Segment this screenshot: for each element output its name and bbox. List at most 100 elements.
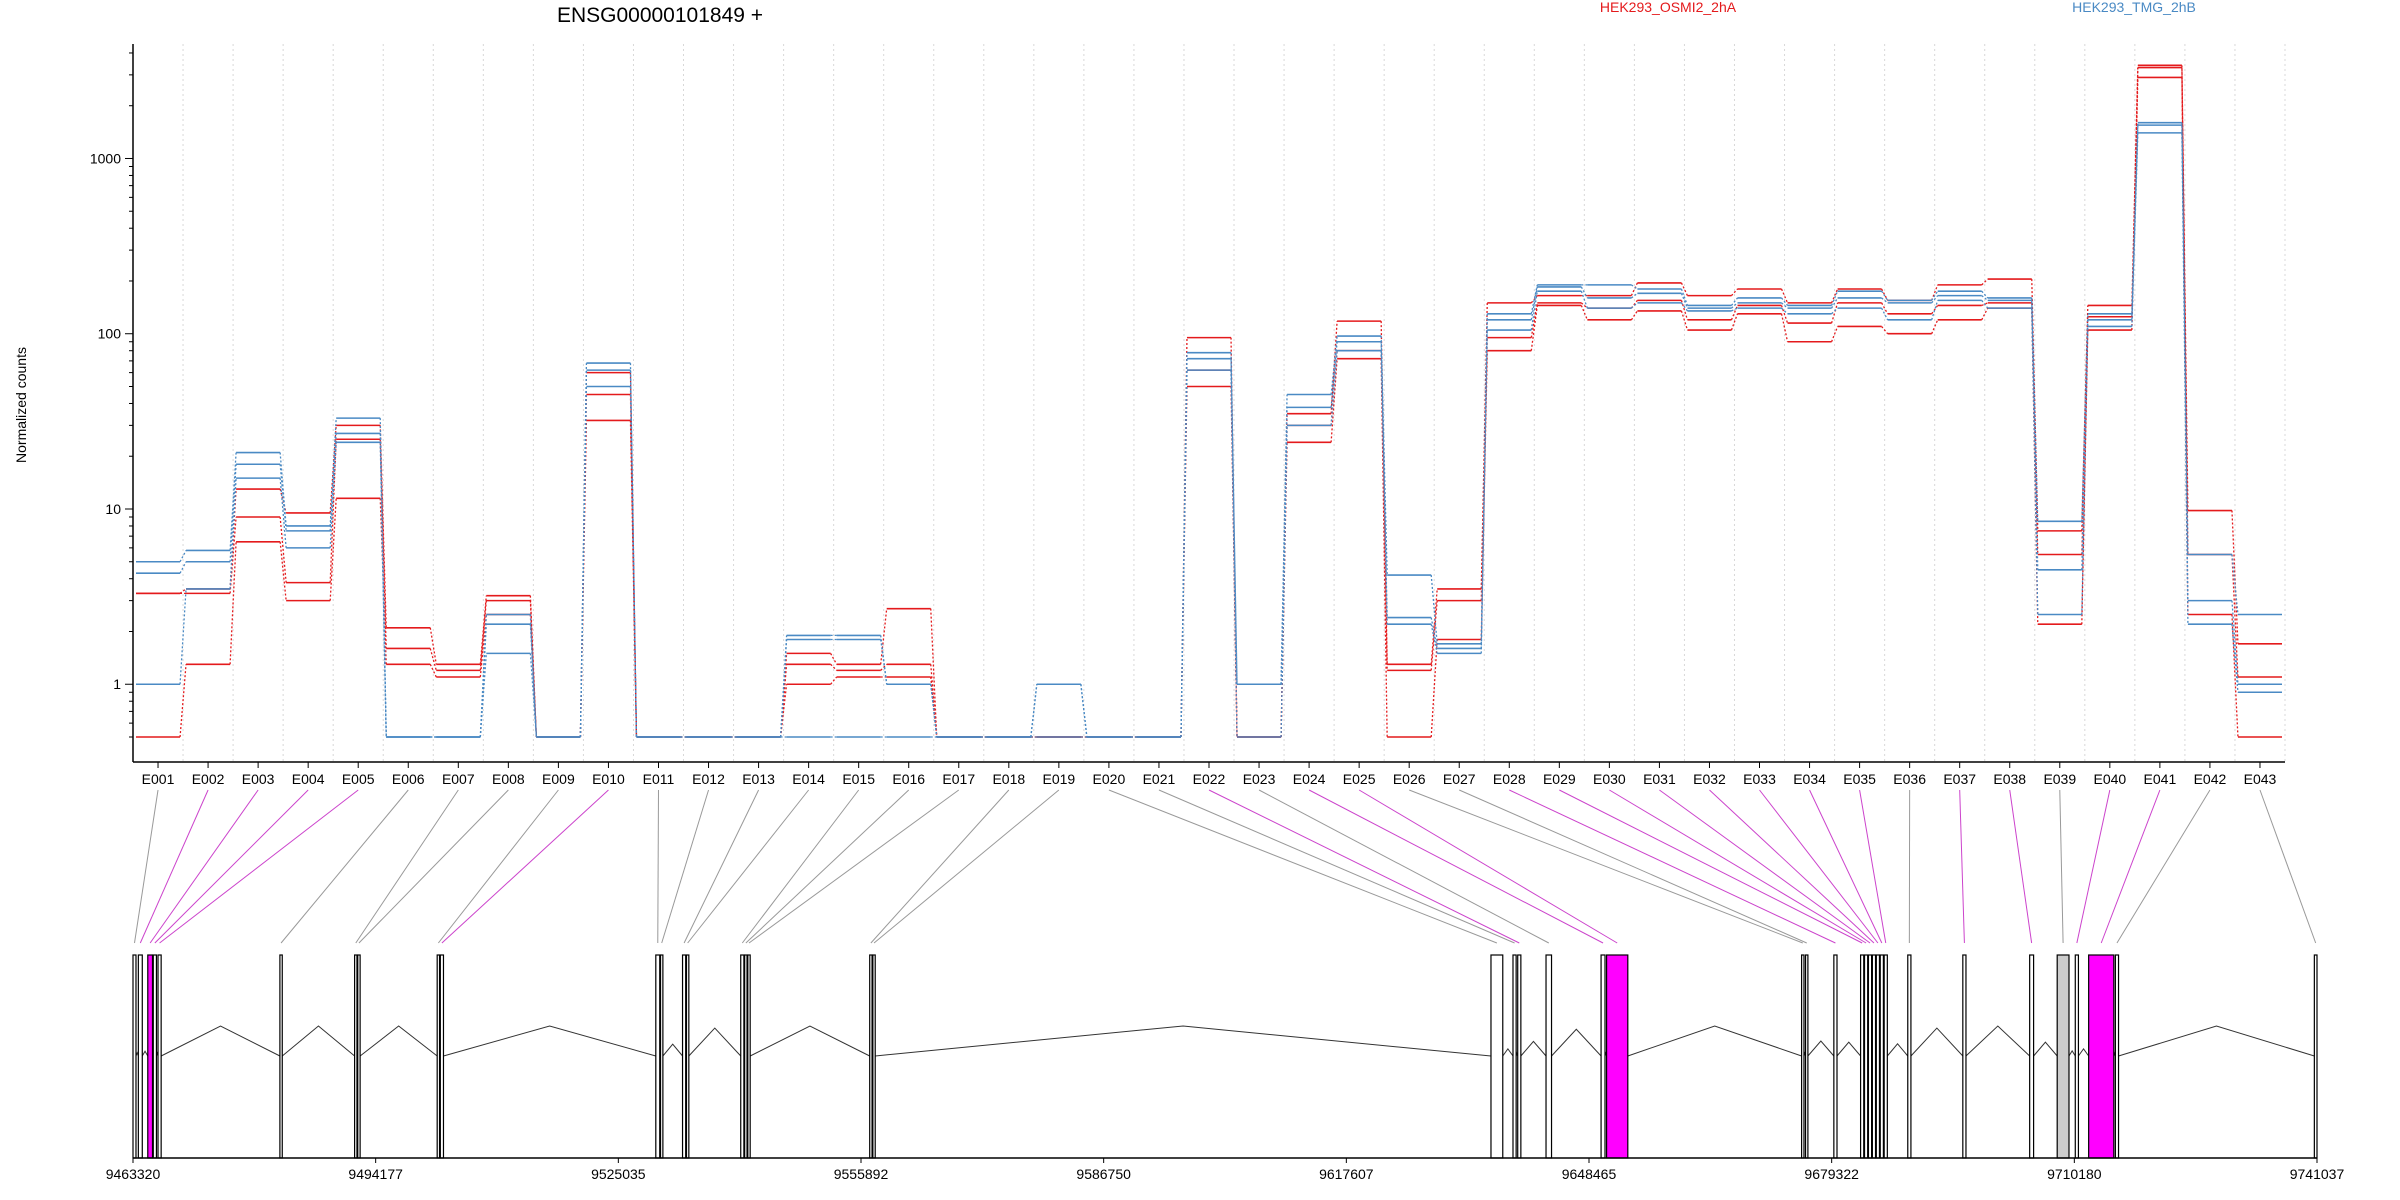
- exon-box-e020: [1490, 954, 1504, 1159]
- exon-box-e028: [1833, 954, 1838, 1159]
- series-transition: [179, 561, 187, 574]
- series-transition: [229, 541, 237, 665]
- series-transition: [1580, 290, 1588, 309]
- exon-box-e003: [147, 954, 154, 1159]
- connector-e035: [1859, 789, 1887, 944]
- series-transition: [1931, 284, 1939, 301]
- series-transition: [1730, 313, 1739, 331]
- series-transition: [930, 608, 938, 738]
- exon-box-e021: [1512, 954, 1517, 1159]
- connector-e038: [2009, 789, 2033, 944]
- series-transition: [1530, 302, 1538, 338]
- intron-line: [2033, 1041, 2058, 1057]
- intron-line: [749, 1025, 870, 1057]
- exon-grid: [132, 44, 2286, 762]
- exon-box-e043: [2313, 954, 2318, 1159]
- x-tick-label: E041: [2144, 771, 2177, 787]
- series-transition: [479, 614, 487, 738]
- series-transition: [1480, 313, 1488, 644]
- connector-e016: [745, 789, 910, 944]
- connector-e041: [2100, 789, 2161, 944]
- connector-e021: [1158, 789, 1515, 944]
- intron-line: [443, 1025, 656, 1057]
- connector-e028: [1509, 789, 1836, 944]
- coord-tick-label: 9463320: [106, 1166, 161, 1182]
- x-tick-label: E019: [1043, 771, 1076, 787]
- exon-box-e025: [1605, 954, 1629, 1159]
- connector-e005: [159, 789, 359, 944]
- x-tick-label: E002: [192, 771, 225, 787]
- x-tick-label: E042: [2194, 771, 2227, 787]
- exon-box-e018: [869, 954, 873, 1159]
- series-transition: [1730, 297, 1738, 306]
- exon-box-e034: [1879, 954, 1884, 1159]
- series-transition: [1830, 288, 1839, 304]
- connector-e017: [748, 789, 960, 944]
- x-tick-label: E027: [1443, 771, 1476, 787]
- connector-e030: [1609, 789, 1867, 944]
- intron-line: [2078, 1048, 2090, 1057]
- intron-line: [2068, 1049, 2076, 1057]
- series-transition: [1981, 278, 1989, 286]
- intron-line: [160, 1025, 281, 1057]
- series-transition: [479, 595, 487, 665]
- x-tick-label: E022: [1193, 771, 1226, 787]
- connector-e002: [139, 789, 209, 944]
- intron-line: [1627, 1025, 1802, 1057]
- intron-line: [281, 1025, 355, 1057]
- connector-e018: [870, 789, 1010, 944]
- series-transition: [1680, 300, 1689, 321]
- exon-box-e001: [132, 954, 137, 1159]
- series-transition: [1330, 358, 1338, 443]
- connector-e031: [1659, 789, 1871, 944]
- intron-line: [141, 1050, 149, 1057]
- intron-line: [1520, 1040, 1547, 1057]
- series-transition: [1330, 335, 1338, 395]
- series-transition: [329, 442, 337, 548]
- exon-box-e006: [279, 954, 283, 1159]
- series-transition: [1831, 307, 1839, 315]
- genomic-coordinate-axis: 9463320 9494177 9525035 9555892 9586750 96176…: [106, 1157, 2344, 1182]
- series-transition: [1731, 302, 1738, 309]
- connector-e012: [661, 789, 710, 944]
- series-transition: [429, 627, 437, 665]
- series-5: [136, 124, 2282, 738]
- x-tick-label: E040: [2093, 771, 2126, 787]
- series-transition: [1631, 284, 1638, 290]
- series-transition: [1680, 310, 1689, 331]
- x-tick-label: E035: [1843, 771, 1876, 787]
- x-tick-label: E012: [692, 771, 725, 787]
- series-transition: [229, 478, 237, 589]
- series-transition: [1580, 305, 1588, 321]
- x-tick-label: E013: [742, 771, 775, 787]
- exon-box-e007: [354, 954, 358, 1159]
- exon-box-e022: [1517, 954, 1522, 1159]
- x-tick-label: E010: [592, 771, 625, 787]
- series-transition: [279, 516, 287, 583]
- series-transition: [1630, 292, 1638, 299]
- series-transition: [1330, 350, 1338, 426]
- connector-e026: [1409, 789, 1803, 944]
- exon-box-e002: [137, 954, 143, 1159]
- legend-entry-osmi2: HEK293_OSMI2_2hA: [1600, 0, 1737, 15]
- x-tick-label: E011: [643, 771, 675, 787]
- series-transition: [1931, 305, 1939, 315]
- x-tick-label: E036: [1893, 771, 1926, 787]
- series-transition: [1931, 300, 1939, 321]
- series-transition: [1430, 617, 1438, 649]
- series-transition: [2231, 600, 2239, 685]
- connector-e010: [441, 789, 609, 944]
- exon-box-e005: [157, 954, 162, 1159]
- x-tick-label: E003: [242, 771, 275, 787]
- series-transition: [830, 676, 838, 685]
- series-transition: [179, 664, 187, 738]
- series-transition: [629, 372, 638, 738]
- intron-line: [1807, 1040, 1835, 1057]
- exon-box-e023: [1545, 954, 1553, 1159]
- intron-line: [1965, 1025, 2031, 1057]
- coord-tick-label: 9586750: [1076, 1166, 1131, 1182]
- connector-e032: [1709, 789, 1875, 944]
- exon-box-e015: [740, 954, 745, 1159]
- x-tick-label: E034: [1793, 771, 1826, 787]
